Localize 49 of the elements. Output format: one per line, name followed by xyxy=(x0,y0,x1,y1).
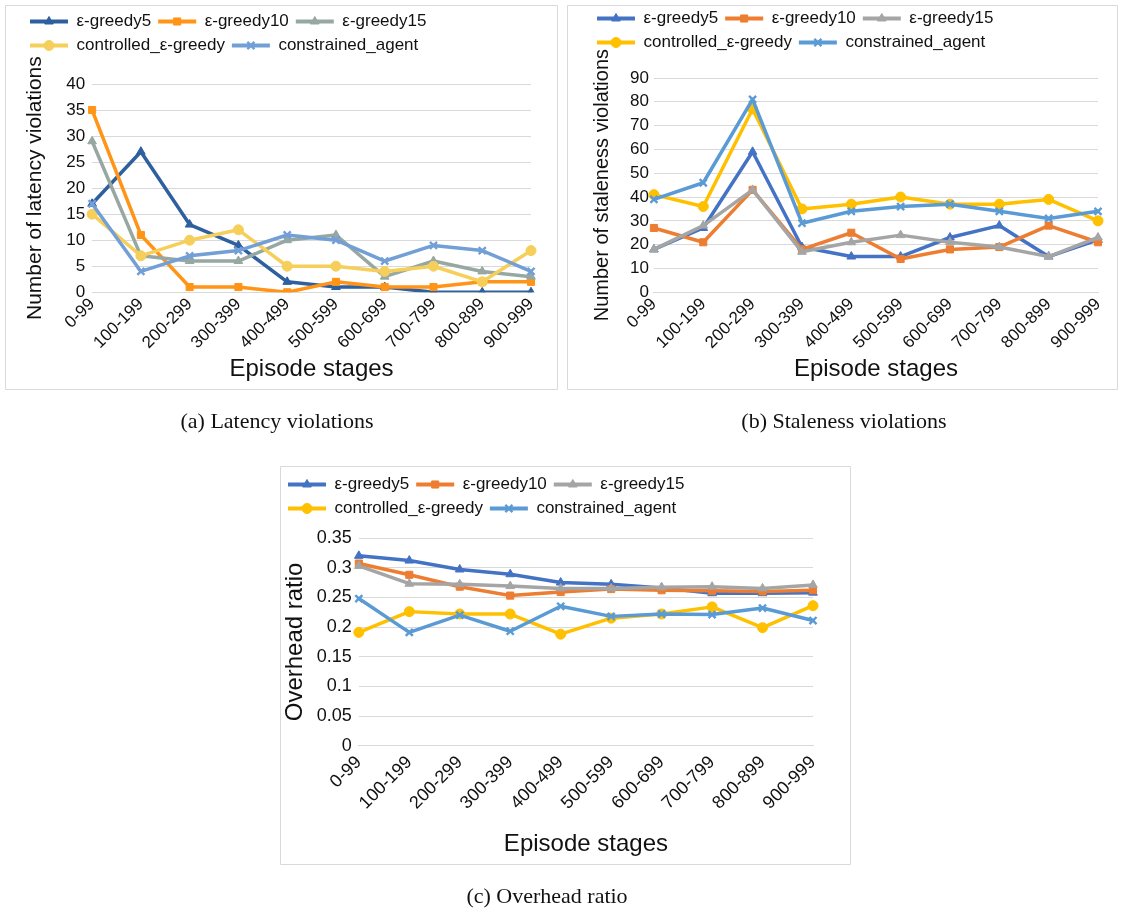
y-axis-title: Number of latency violations xyxy=(22,56,46,321)
text: (b) Staleness violations xyxy=(741,407,947,433)
y-axis-title: Number of staleness violations xyxy=(589,48,612,322)
legend-label: ε-greedy5 xyxy=(334,474,410,494)
legend-label: ε-greedy10 xyxy=(204,11,289,31)
y-tick-label: 10 xyxy=(66,229,86,249)
y-tick-label: 20 xyxy=(66,177,86,197)
y-tick-label: 40 xyxy=(629,186,649,206)
y-tick-label: 30 xyxy=(629,210,649,230)
y-tick-label: 0.35 xyxy=(316,526,352,547)
y-tick-label: 0.1 xyxy=(326,675,352,696)
legend-label: constrained_agent xyxy=(845,32,986,52)
y-tick-label: 0.3 xyxy=(326,556,352,577)
legend-label: ε-greedy5 xyxy=(643,8,719,28)
legend-label: ε-greedy15 xyxy=(600,474,685,494)
y-tick-label: 30 xyxy=(66,125,86,145)
y-tick-label: 0.2 xyxy=(326,616,352,637)
y-tick-label: 0.15 xyxy=(316,645,352,666)
y-tick-label: 35 xyxy=(66,99,86,119)
y-tick-label: 90 xyxy=(629,67,649,87)
y-tick-label: 0.05 xyxy=(316,705,352,726)
legend-label: controlled_ε-greedy xyxy=(334,498,484,518)
y-tick-label: 70 xyxy=(629,115,649,135)
y-tick-label: 40 xyxy=(66,73,86,93)
y-tick-label: 5 xyxy=(75,255,86,275)
legend-label: ε-greedy10 xyxy=(771,8,856,28)
y-tick-label: 60 xyxy=(629,139,649,159)
y-tick-label: 20 xyxy=(629,234,649,254)
legend-label: constrained_agent xyxy=(536,498,677,518)
y-tick-label: 15 xyxy=(66,203,86,223)
y-tick-label: 10 xyxy=(629,258,649,278)
legend-label: controlled_ε-greedy xyxy=(76,35,226,55)
text: (a) Latency violations xyxy=(180,407,374,433)
y-tick-label: 50 xyxy=(629,162,649,182)
x-axis-title: Episode stages xyxy=(229,353,394,381)
x-axis-title: Episode stages xyxy=(793,353,959,381)
text: (c) Overhead ratio xyxy=(466,882,628,908)
legend-label: controlled_ε-greedy xyxy=(643,32,793,52)
legend-label: constrained_agent xyxy=(278,35,419,55)
legend-label: ε-greedy15 xyxy=(342,11,427,31)
y-axis-title: Overhead ratio xyxy=(280,562,308,722)
legend-label: ε-greedy15 xyxy=(909,8,994,28)
legend-label: ε-greedy10 xyxy=(462,474,547,494)
y-tick-label: 0 xyxy=(341,734,352,755)
y-tick-label: 80 xyxy=(629,91,649,111)
legend-label: ε-greedy5 xyxy=(76,11,152,31)
y-tick-label: 25 xyxy=(66,151,86,171)
y-tick-label: 0.25 xyxy=(316,586,352,607)
x-axis-title: Episode stages xyxy=(503,828,668,856)
